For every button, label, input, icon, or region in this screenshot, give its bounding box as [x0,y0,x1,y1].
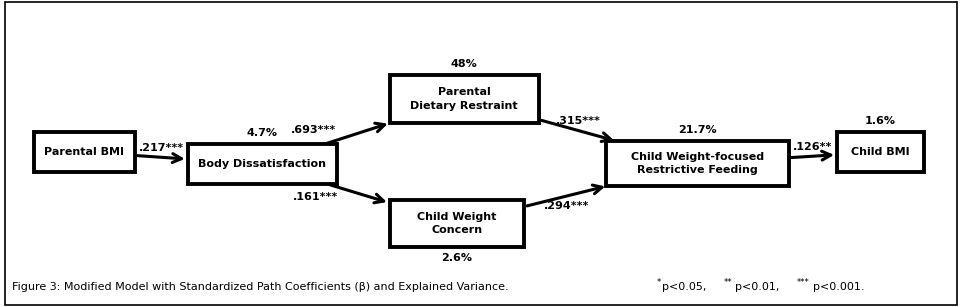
Text: Figure 3: Modified Model with Standardized Path Coefficients (β) and Explained V: Figure 3: Modified Model with Standardiz… [12,282,511,292]
Text: p<0.01,: p<0.01, [734,282,782,292]
Text: 2.6%: 2.6% [441,253,472,263]
Text: p<0.001.: p<0.001. [812,282,864,292]
Text: .315***: .315*** [554,116,600,126]
FancyBboxPatch shape [34,132,135,172]
Text: .294***: .294*** [543,201,588,211]
Text: Body Dissatisfaction: Body Dissatisfaction [198,159,326,169]
FancyBboxPatch shape [389,75,538,123]
Text: .693***: .693*** [291,126,336,135]
Text: Parental
Dietary Restraint: Parental Dietary Restraint [410,87,517,111]
Text: Child Weight-focused
Restrictive Feeding: Child Weight-focused Restrictive Feeding [630,152,763,175]
Text: .161***: .161*** [292,192,337,202]
Text: 1.6%: 1.6% [864,116,895,126]
FancyBboxPatch shape [187,144,336,184]
FancyBboxPatch shape [836,132,923,172]
Text: **: ** [724,278,732,287]
Text: .126**: .126** [793,142,831,152]
FancyBboxPatch shape [389,200,524,247]
Text: Child Weight
Concern: Child Weight Concern [417,212,496,235]
Text: 4.7%: 4.7% [246,128,278,138]
Text: 21.7%: 21.7% [678,125,716,135]
FancyBboxPatch shape [605,141,788,186]
Text: p<0.05,: p<0.05, [662,282,709,292]
Text: 48%: 48% [451,59,477,69]
Text: *: * [656,278,660,287]
Text: .217***: .217*** [138,143,184,153]
Text: Child BMI: Child BMI [850,147,908,157]
Text: Parental BMI: Parental BMI [44,147,124,157]
Text: ***: *** [796,278,809,287]
